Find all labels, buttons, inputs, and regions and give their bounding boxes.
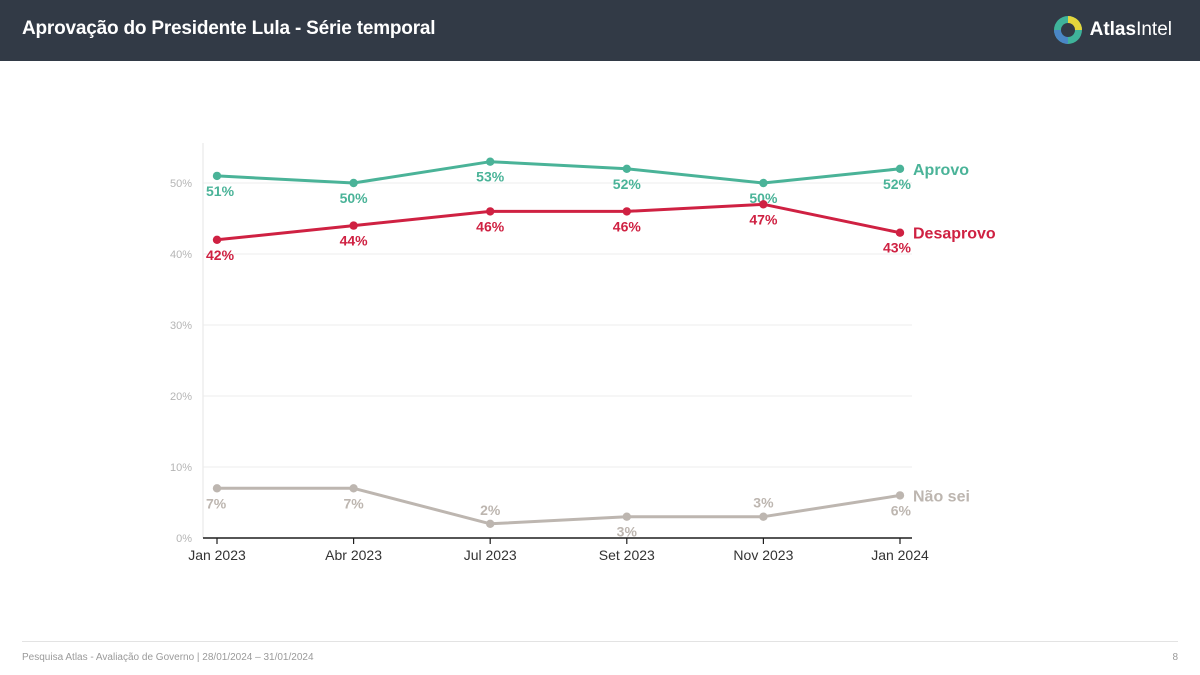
data-label-desaprovo-0: 42% xyxy=(206,247,235,263)
data-label-n-o-sei-0: 7% xyxy=(206,495,227,511)
data-label-aprovo-5: 52% xyxy=(883,176,912,192)
y-tick-label-10: 10% xyxy=(170,462,192,474)
point-n-o-sei-2 xyxy=(486,519,495,528)
y-tick-label-40: 40% xyxy=(170,249,192,261)
point-desaprovo-0 xyxy=(212,235,222,244)
x-tick-label-4: Nov 2023 xyxy=(733,547,793,563)
header-bar: Aprovação do Presidente Lula - Série tem… xyxy=(0,0,1200,61)
y-tick-label-0: 0% xyxy=(176,533,192,545)
point-aprovo-2 xyxy=(486,157,495,166)
chart-area: 0% 10% 20% 30% 40% 50% Jan 2023 Abr 2023 Jul 202… xyxy=(0,61,1200,621)
data-label-aprovo-4: 50% xyxy=(749,190,778,206)
line-chart: 0% 10% 20% 30% 40% 50% Jan 2023 Abr 2023 Jul 202… xyxy=(170,143,996,563)
x-tick-label-3: Set 2023 xyxy=(599,547,655,563)
point-n-o-sei-3 xyxy=(622,512,631,521)
series-line-desaprovo xyxy=(215,202,902,242)
data-label-aprovo-2: 53% xyxy=(476,169,505,185)
data-label-n-o-sei-2: 2% xyxy=(480,502,501,518)
series-name-n-o-sei: Não sei xyxy=(913,488,970,505)
point-aprovo-4 xyxy=(759,178,768,188)
footer-page-number: 8 xyxy=(1172,652,1178,663)
point-desaprovo-3 xyxy=(622,207,631,216)
x-tick-label-0: Jan 2023 xyxy=(188,547,246,563)
point-desaprovo-5 xyxy=(895,228,905,237)
data-label-n-o-sei-1: 7% xyxy=(343,495,364,511)
page-title: Aprovação do Presidente Lula - Série tem… xyxy=(22,18,436,39)
point-n-o-sei-4 xyxy=(759,512,768,521)
data-label-aprovo-3: 52% xyxy=(613,176,642,192)
point-desaprovo-4 xyxy=(759,200,768,209)
data-label-aprovo-1: 50% xyxy=(340,190,369,206)
series-line-n-o-sei xyxy=(215,486,902,526)
point-aprovo-0 xyxy=(212,171,222,181)
data-label-aprovo-0: 51% xyxy=(206,183,235,199)
point-aprovo-5 xyxy=(895,164,905,173)
point-desaprovo-2 xyxy=(486,207,495,216)
series-name-desaprovo: Desaprovo xyxy=(913,226,996,243)
brand-name-regular: Intel xyxy=(1136,19,1172,40)
y-tick-label-50: 50% xyxy=(170,178,192,190)
point-n-o-sei-5 xyxy=(895,491,905,500)
series-line-aprovo xyxy=(215,160,902,185)
brand-name: AtlasIntel xyxy=(1090,19,1172,41)
series-name-aprovo: Aprovo xyxy=(913,162,969,179)
data-label-desaprovo-2: 46% xyxy=(476,218,505,234)
x-tick-label-2: Jul 2023 xyxy=(464,547,517,563)
brand-logo: AtlasIntel xyxy=(1053,15,1172,45)
y-tick-label-20: 20% xyxy=(170,391,192,403)
data-label-desaprovo-1: 44% xyxy=(340,233,369,249)
data-label-desaprovo-5: 43% xyxy=(883,240,912,256)
data-label-n-o-sei-4: 3% xyxy=(753,495,774,511)
x-tick-label-1: Abr 2023 xyxy=(325,547,382,563)
x-tick-label-5: Jan 2024 xyxy=(871,547,929,563)
atlasintel-logo-icon xyxy=(1053,16,1082,44)
point-aprovo-3 xyxy=(622,164,631,173)
point-aprovo-1 xyxy=(349,178,358,188)
footer-divider xyxy=(22,641,1178,642)
point-n-o-sei-0 xyxy=(212,484,222,493)
brand-name-bold: Atlas xyxy=(1089,19,1137,40)
data-label-desaprovo-3: 46% xyxy=(613,218,642,234)
footer-source: Pesquisa Atlas - Avaliação de Governo | … xyxy=(22,652,314,663)
y-tick-label-30: 30% xyxy=(170,320,192,332)
data-label-n-o-sei-5: 6% xyxy=(891,502,912,518)
point-desaprovo-1 xyxy=(349,221,358,230)
data-label-desaprovo-4: 47% xyxy=(749,211,778,227)
data-label-n-o-sei-3: 3% xyxy=(617,524,638,540)
point-n-o-sei-1 xyxy=(349,484,358,493)
